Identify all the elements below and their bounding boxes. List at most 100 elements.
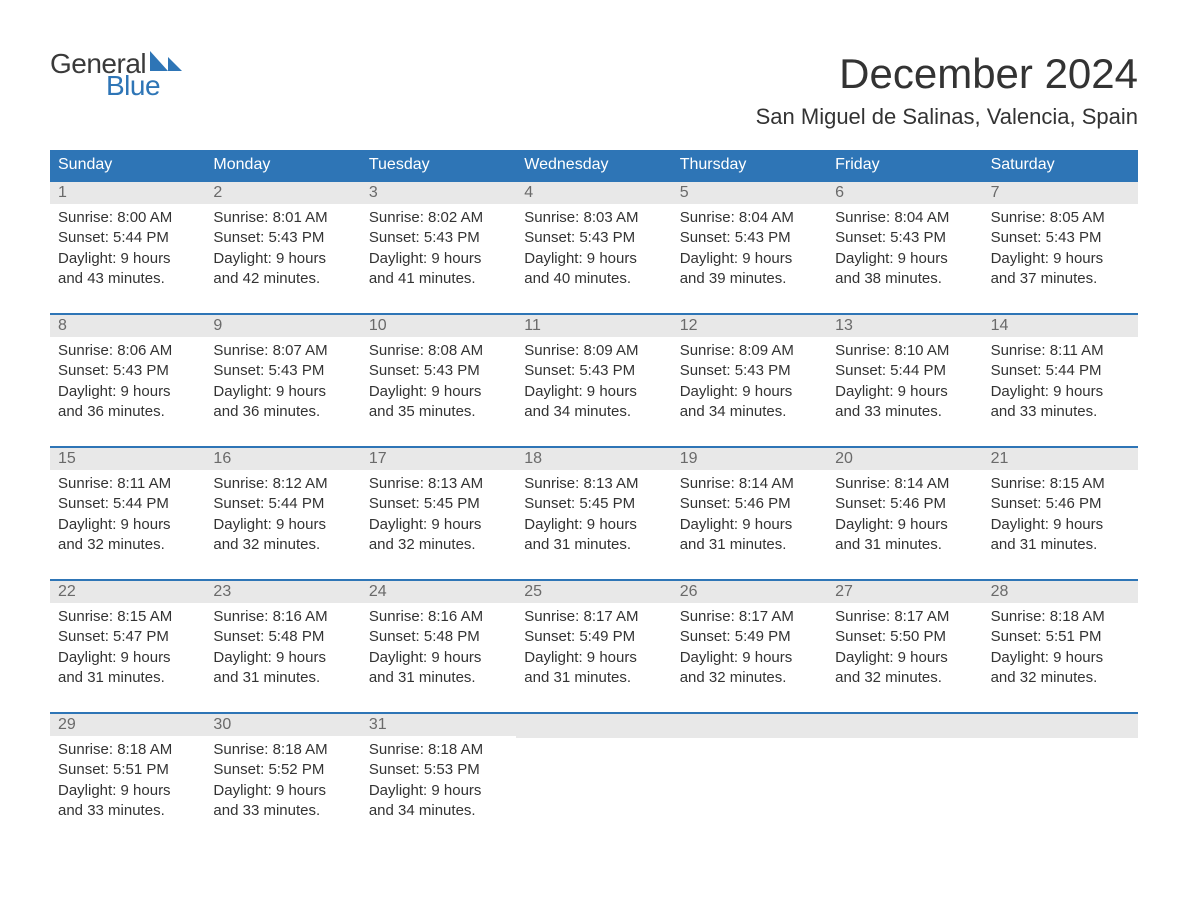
day-sunset: Sunset: 5:51 PM [991,627,1130,647]
day-sunrise: Sunrise: 8:03 AM [524,208,663,228]
day-cell: 10Sunrise: 8:08 AMSunset: 5:43 PMDayligh… [361,315,516,428]
day-dl1: Daylight: 9 hours [58,382,197,402]
day-dl2: and 32 minutes. [680,668,819,688]
day-cell: 25Sunrise: 8:17 AMSunset: 5:49 PMDayligh… [516,581,671,694]
day-sunrise: Sunrise: 8:18 AM [58,740,197,760]
day-cell: 15Sunrise: 8:11 AMSunset: 5:44 PMDayligh… [50,448,205,561]
day-content: Sunrise: 8:14 AMSunset: 5:46 PMDaylight:… [827,470,982,561]
day-number: 4 [516,182,671,204]
day-number: 23 [205,581,360,603]
day-dl1: Daylight: 9 hours [524,515,663,535]
weekday-header: Thursday [672,150,827,180]
day-sunrise: Sunrise: 8:04 AM [835,208,974,228]
day-content: Sunrise: 8:13 AMSunset: 5:45 PMDaylight:… [516,470,671,561]
day-content: Sunrise: 8:03 AMSunset: 5:43 PMDaylight:… [516,204,671,295]
day-dl2: and 31 minutes. [58,668,197,688]
day-content: Sunrise: 8:11 AMSunset: 5:44 PMDaylight:… [50,470,205,561]
day-number: 27 [827,581,982,603]
day-content: Sunrise: 8:10 AMSunset: 5:44 PMDaylight:… [827,337,982,428]
day-number: 1 [50,182,205,204]
day-dl1: Daylight: 9 hours [58,648,197,668]
logo-text-bottom: Blue [106,72,184,100]
day-cell: 26Sunrise: 8:17 AMSunset: 5:49 PMDayligh… [672,581,827,694]
day-dl2: and 32 minutes. [213,535,352,555]
day-sunrise: Sunrise: 8:02 AM [369,208,508,228]
day-number: 15 [50,448,205,470]
day-cell: 20Sunrise: 8:14 AMSunset: 5:46 PMDayligh… [827,448,982,561]
day-content: Sunrise: 8:08 AMSunset: 5:43 PMDaylight:… [361,337,516,428]
day-content: Sunrise: 8:00 AMSunset: 5:44 PMDaylight:… [50,204,205,295]
day-sunset: Sunset: 5:53 PM [369,760,508,780]
day-sunset: Sunset: 5:46 PM [991,494,1130,514]
day-dl1: Daylight: 9 hours [58,781,197,801]
day-cell: 14Sunrise: 8:11 AMSunset: 5:44 PMDayligh… [983,315,1138,428]
day-sunrise: Sunrise: 8:11 AM [58,474,197,494]
day-sunrise: Sunrise: 8:08 AM [369,341,508,361]
day-number: 31 [361,714,516,736]
day-content: Sunrise: 8:18 AMSunset: 5:51 PMDaylight:… [50,736,205,827]
day-sunset: Sunset: 5:43 PM [213,361,352,381]
location: San Miguel de Salinas, Valencia, Spain [756,104,1138,130]
weekday-header: Friday [827,150,982,180]
weekday-header: Sunday [50,150,205,180]
week-row: 8Sunrise: 8:06 AMSunset: 5:43 PMDaylight… [50,313,1138,428]
day-number: 18 [516,448,671,470]
day-sunrise: Sunrise: 8:13 AM [369,474,508,494]
day-number: 8 [50,315,205,337]
day-sunrise: Sunrise: 8:17 AM [835,607,974,627]
day-cell: 18Sunrise: 8:13 AMSunset: 5:45 PMDayligh… [516,448,671,561]
day-dl1: Daylight: 9 hours [213,382,352,402]
day-cell: 9Sunrise: 8:07 AMSunset: 5:43 PMDaylight… [205,315,360,428]
day-cell: 28Sunrise: 8:18 AMSunset: 5:51 PMDayligh… [983,581,1138,694]
day-number: 13 [827,315,982,337]
day-content: Sunrise: 8:18 AMSunset: 5:52 PMDaylight:… [205,736,360,827]
day-cell: 23Sunrise: 8:16 AMSunset: 5:48 PMDayligh… [205,581,360,694]
day-sunrise: Sunrise: 8:17 AM [524,607,663,627]
day-dl1: Daylight: 9 hours [991,648,1130,668]
day-sunrise: Sunrise: 8:16 AM [369,607,508,627]
day-sunset: Sunset: 5:43 PM [369,228,508,248]
week-row: 22Sunrise: 8:15 AMSunset: 5:47 PMDayligh… [50,579,1138,694]
day-sunset: Sunset: 5:43 PM [58,361,197,381]
day-sunrise: Sunrise: 8:16 AM [213,607,352,627]
day-content: Sunrise: 8:15 AMSunset: 5:47 PMDaylight:… [50,603,205,694]
day-cell: 2Sunrise: 8:01 AMSunset: 5:43 PMDaylight… [205,182,360,295]
day-dl1: Daylight: 9 hours [680,249,819,269]
day-dl2: and 33 minutes. [835,402,974,422]
day-content: Sunrise: 8:14 AMSunset: 5:46 PMDaylight:… [672,470,827,561]
day-dl2: and 37 minutes. [991,269,1130,289]
day-dl1: Daylight: 9 hours [835,515,974,535]
day-content: Sunrise: 8:17 AMSunset: 5:49 PMDaylight:… [516,603,671,694]
day-number: 26 [672,581,827,603]
day-dl1: Daylight: 9 hours [213,781,352,801]
day-sunset: Sunset: 5:43 PM [213,228,352,248]
day-dl2: and 31 minutes. [991,535,1130,555]
day-sunrise: Sunrise: 8:05 AM [991,208,1130,228]
day-dl2: and 32 minutes. [991,668,1130,688]
day-number: 10 [361,315,516,337]
day-content: Sunrise: 8:06 AMSunset: 5:43 PMDaylight:… [50,337,205,428]
day-cell: 13Sunrise: 8:10 AMSunset: 5:44 PMDayligh… [827,315,982,428]
day-content: Sunrise: 8:18 AMSunset: 5:51 PMDaylight:… [983,603,1138,694]
day-content: Sunrise: 8:11 AMSunset: 5:44 PMDaylight:… [983,337,1138,428]
day-sunset: Sunset: 5:49 PM [680,627,819,647]
day-sunrise: Sunrise: 8:11 AM [991,341,1130,361]
day-sunset: Sunset: 5:44 PM [213,494,352,514]
day-dl1: Daylight: 9 hours [680,382,819,402]
week-row: 1Sunrise: 8:00 AMSunset: 5:44 PMDaylight… [50,180,1138,295]
day-dl2: and 31 minutes. [835,535,974,555]
day-sunset: Sunset: 5:44 PM [835,361,974,381]
day-sunrise: Sunrise: 8:00 AM [58,208,197,228]
day-sunrise: Sunrise: 8:06 AM [58,341,197,361]
day-number: 6 [827,182,982,204]
day-cell: 27Sunrise: 8:17 AMSunset: 5:50 PMDayligh… [827,581,982,694]
day-dl1: Daylight: 9 hours [835,648,974,668]
day-content: Sunrise: 8:15 AMSunset: 5:46 PMDaylight:… [983,470,1138,561]
day-content: Sunrise: 8:17 AMSunset: 5:49 PMDaylight:… [672,603,827,694]
day-dl1: Daylight: 9 hours [213,648,352,668]
day-sunset: Sunset: 5:44 PM [991,361,1130,381]
day-dl1: Daylight: 9 hours [369,648,508,668]
day-sunrise: Sunrise: 8:01 AM [213,208,352,228]
day-cell: 30Sunrise: 8:18 AMSunset: 5:52 PMDayligh… [205,714,360,827]
day-number: 3 [361,182,516,204]
